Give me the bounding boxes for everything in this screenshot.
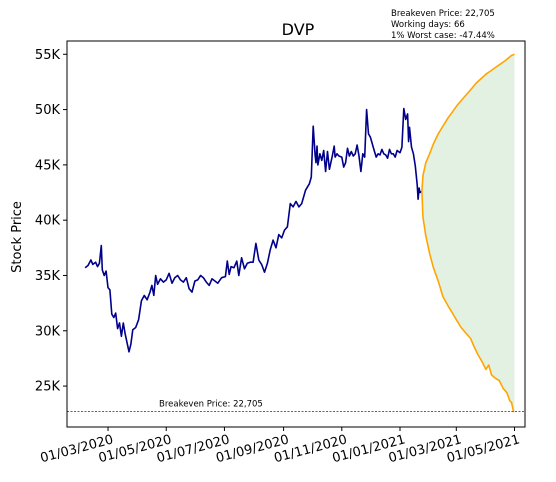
plot-frame xyxy=(66,40,526,428)
info-line: Breakeven Price: 22,705 xyxy=(391,9,495,19)
series-layer xyxy=(84,53,515,413)
series-line-2 xyxy=(421,53,515,192)
breakeven-layer: Breakeven Price: 22,705 xyxy=(67,399,525,412)
breakeven-label: Breakeven Price: 22,705 xyxy=(159,399,263,409)
series-line-3 xyxy=(421,191,515,413)
y-axis-label: Stock Price xyxy=(10,201,25,273)
y-tick-label: 50K xyxy=(35,103,61,118)
y-tick-label: 35K xyxy=(35,269,61,284)
y-tick-label: 30K xyxy=(35,324,61,339)
series-line-1 xyxy=(84,107,423,353)
y-axis-ticks: 25K 30K 35K 40K 45K 50K 55K xyxy=(35,48,67,395)
info-line: Working days: 66 xyxy=(391,20,465,30)
y-tick-label: 25K xyxy=(35,380,61,395)
y-tick-label: 45K xyxy=(35,158,61,173)
y-tick-label: 40K xyxy=(35,214,61,229)
forecast-band xyxy=(421,54,515,412)
y-tick-label: 55K xyxy=(35,48,61,63)
forecast-band-area xyxy=(421,54,515,412)
x-axis-ticks: 01/03/202001/05/202001/07/202001/09/2020… xyxy=(39,427,522,466)
info-line: 1% Worst case: -47.44% xyxy=(391,31,495,41)
chart-title: DVP xyxy=(282,20,315,39)
